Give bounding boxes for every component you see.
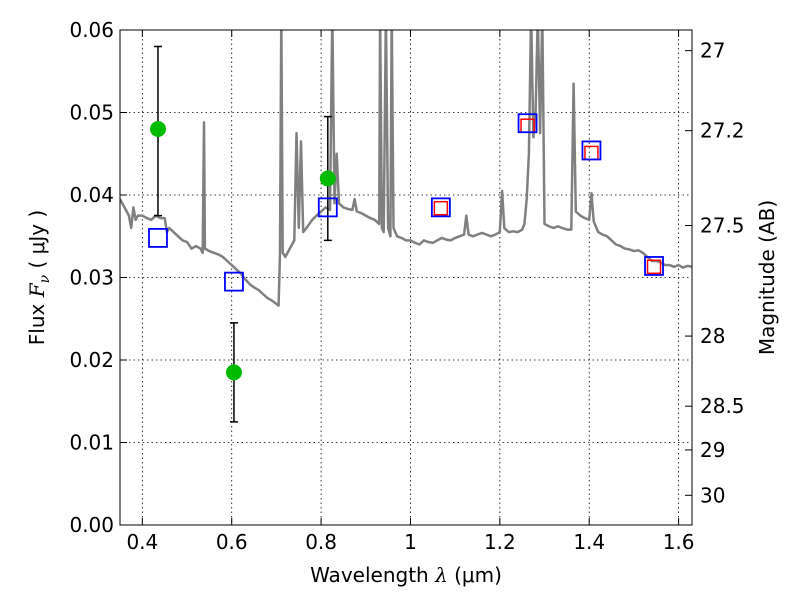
grid bbox=[120, 30, 692, 525]
y2-tick-label: 27.2 bbox=[700, 119, 745, 143]
y2-tick-label: 27.5 bbox=[700, 214, 745, 238]
x-tick-label: 0.4 bbox=[126, 530, 158, 554]
x-tick-label: 1.6 bbox=[663, 530, 695, 554]
model-point-blue bbox=[517, 113, 538, 134]
ticks: 0.4 0.6 0.8 1 1.2 1.4 1.6 0.00 0.01 0.02 0.03 0.04 0… bbox=[69, 18, 744, 554]
y-tick-label: 0.00 bbox=[69, 513, 114, 537]
model-point-red bbox=[646, 259, 662, 275]
y-tick-label: 0.06 bbox=[69, 18, 114, 42]
x-tick-label: 0.6 bbox=[216, 530, 248, 554]
observed-point bbox=[225, 364, 242, 381]
y2-tick-label: 29 bbox=[700, 438, 725, 462]
model-point-blue bbox=[317, 197, 338, 218]
y2-tick-label: 27 bbox=[700, 39, 725, 63]
y-tick-label: 0.02 bbox=[69, 348, 114, 372]
observed-point bbox=[149, 121, 166, 137]
model-point-blue bbox=[430, 197, 451, 218]
y-tick-label: 0.04 bbox=[69, 183, 114, 207]
y2-tick-label: 30 bbox=[700, 483, 725, 507]
model-point-blue bbox=[581, 140, 602, 161]
x-tick-label: 1.2 bbox=[484, 530, 516, 554]
model-point-blue bbox=[224, 271, 244, 292]
observed-point bbox=[319, 170, 336, 187]
y-tick-label: 0.03 bbox=[69, 266, 114, 290]
x-tick-label: 0.8 bbox=[305, 530, 337, 554]
x-tick-label: 1.4 bbox=[573, 530, 605, 554]
y-tick-label: 0.01 bbox=[69, 431, 114, 455]
y-axis-label: Flux Fν ( μJy ) bbox=[25, 210, 53, 345]
model-point-blue bbox=[644, 256, 664, 276]
x-axis-label: Wavelength λ (μm) bbox=[310, 563, 502, 587]
y2-axis-label: Magnitude (AB) bbox=[755, 200, 779, 355]
data-layer bbox=[120, 30, 692, 423]
x-tick-label: 1 bbox=[404, 530, 417, 554]
y2-tick-label: 28.5 bbox=[700, 394, 745, 418]
model-point-red bbox=[433, 200, 449, 216]
y-tick-label: 0.05 bbox=[69, 101, 114, 125]
model-point-blue bbox=[148, 227, 168, 248]
spectrum-line bbox=[120, 30, 692, 307]
y2-tick-label: 28 bbox=[700, 324, 725, 348]
